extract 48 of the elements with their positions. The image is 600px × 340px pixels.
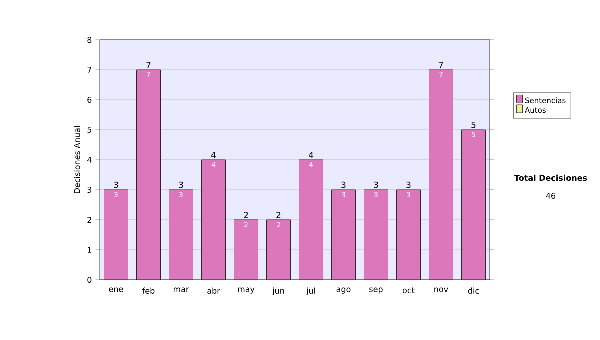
y-tick-label: 2: [88, 217, 92, 223]
total-label: 4: [211, 152, 216, 158]
bar: [429, 70, 454, 280]
bar: [202, 160, 226, 280]
x-tick-label: may: [238, 288, 255, 294]
bar: [364, 190, 388, 280]
y-axis-title: Decisiones Anual: [74, 126, 80, 194]
y-tick-label: 8: [88, 36, 92, 44]
bar: [234, 220, 258, 280]
total-label: 7: [146, 62, 151, 68]
y-tick-label: 0: [88, 276, 92, 284]
total-label: 2: [276, 212, 281, 218]
total-label: 3: [374, 182, 378, 188]
bar: [299, 160, 324, 280]
total-label: 4: [308, 152, 314, 158]
bar: [396, 190, 421, 280]
text: Total Decisiones: [514, 174, 588, 182]
bar: [462, 130, 486, 280]
y-tick-label: 7: [88, 67, 92, 73]
y-tick-label: 6: [88, 96, 92, 104]
y-tick-label: 3: [88, 186, 92, 194]
total-label: 3: [406, 182, 411, 188]
x-tick-label: ago: [336, 288, 351, 294]
x-tick-label: feb: [142, 288, 155, 294]
x-tick-label: mar: [174, 288, 190, 292]
y-tick-label: 4: [88, 157, 92, 163]
bar: [169, 190, 194, 280]
bar: [266, 220, 291, 280]
bar: [332, 190, 356, 280]
x-tick-label: nov: [434, 288, 448, 292]
x-tick-label: jul: [306, 288, 316, 296]
x-tick-label: abr: [208, 288, 220, 294]
y-tick-label: 5: [88, 127, 92, 133]
total-label: 2: [244, 212, 248, 218]
bar: [104, 190, 128, 280]
x-tick-label: dic: [468, 288, 480, 294]
x-tick-label: oct: [402, 288, 415, 294]
text: 46: [546, 192, 556, 200]
x-tick-label: ene: [109, 288, 124, 292]
total-label: 3: [114, 182, 118, 188]
y-tick-label: 1: [88, 247, 92, 253]
total-label: 5: [472, 122, 476, 128]
total-label: 7: [439, 62, 444, 68]
bar: [136, 70, 161, 280]
total-label: 3: [342, 182, 346, 188]
total-label: 3: [179, 182, 184, 188]
x-tick-label: sep: [370, 288, 383, 294]
x-tick-label: jun: [272, 288, 284, 296]
